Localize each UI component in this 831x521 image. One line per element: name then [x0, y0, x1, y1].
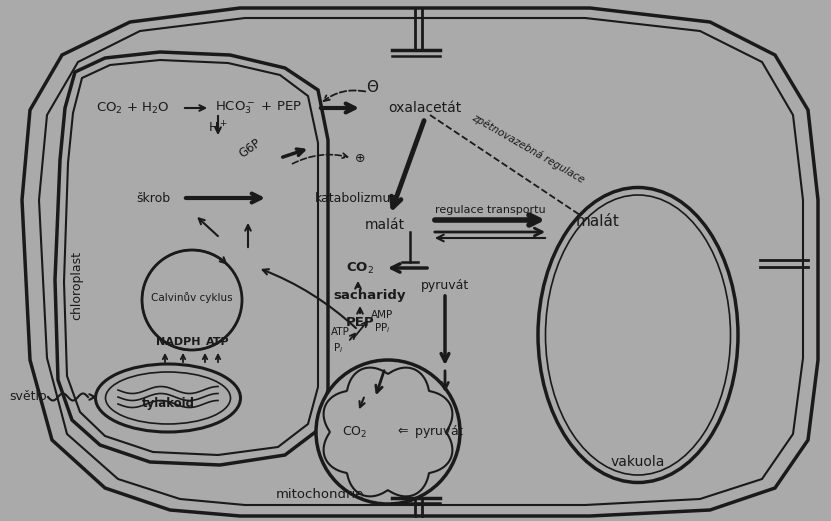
Text: G6P: G6P: [237, 136, 263, 160]
Polygon shape: [22, 8, 818, 516]
Circle shape: [316, 360, 460, 504]
Text: ATP: ATP: [331, 327, 350, 337]
Text: tylakoid: tylakoid: [141, 398, 194, 411]
Text: chloroplast: chloroplast: [71, 251, 83, 319]
FancyArrowPatch shape: [324, 91, 366, 101]
Ellipse shape: [538, 188, 738, 482]
Text: malát: malát: [365, 218, 405, 232]
Text: P$_i$: P$_i$: [333, 341, 343, 355]
Text: mitochondrie: mitochondrie: [276, 489, 364, 502]
Ellipse shape: [545, 195, 730, 475]
Ellipse shape: [96, 364, 240, 432]
Circle shape: [142, 250, 242, 350]
Text: Θ: Θ: [366, 81, 378, 95]
Text: ATP: ATP: [206, 337, 230, 347]
Text: H$^+$: H$^+$: [209, 120, 228, 135]
Text: PP$_i$: PP$_i$: [374, 321, 391, 335]
Text: CO$_2$ + H$_2$O: CO$_2$ + H$_2$O: [96, 101, 170, 116]
Text: ⊕: ⊕: [355, 152, 366, 165]
Text: oxalacetát: oxalacetát: [388, 101, 462, 115]
FancyArrowPatch shape: [263, 269, 356, 328]
Text: PEP: PEP: [346, 316, 374, 329]
Text: zpětnovazebná regulace: zpětnovazebná regulace: [470, 111, 586, 184]
Text: vakuola: vakuola: [611, 455, 665, 469]
Text: světlo: světlo: [9, 391, 47, 403]
Text: škrob: škrob: [136, 192, 170, 205]
Text: AMP: AMP: [371, 310, 393, 320]
Text: regulace transportu: regulace transportu: [435, 205, 545, 215]
Text: pyruvát: pyruvát: [420, 279, 470, 292]
Text: NADPH: NADPH: [155, 337, 200, 347]
FancyArrowPatch shape: [293, 153, 347, 164]
Text: malát: malát: [576, 215, 620, 229]
Text: sacharidy: sacharidy: [334, 289, 406, 302]
Polygon shape: [55, 52, 328, 465]
Text: CO$_2$: CO$_2$: [342, 425, 367, 440]
Text: $\Leftarrow$ pyruvát: $\Leftarrow$ pyruvát: [395, 424, 465, 440]
Text: CO$_2$: CO$_2$: [346, 260, 374, 276]
Text: HCO$_3^-$ + PEP: HCO$_3^-$ + PEP: [214, 100, 302, 116]
Text: Calvinův cyklus: Calvinův cyklus: [151, 293, 233, 303]
Text: katabolizmus: katabolizmus: [315, 192, 398, 205]
Ellipse shape: [106, 372, 230, 424]
